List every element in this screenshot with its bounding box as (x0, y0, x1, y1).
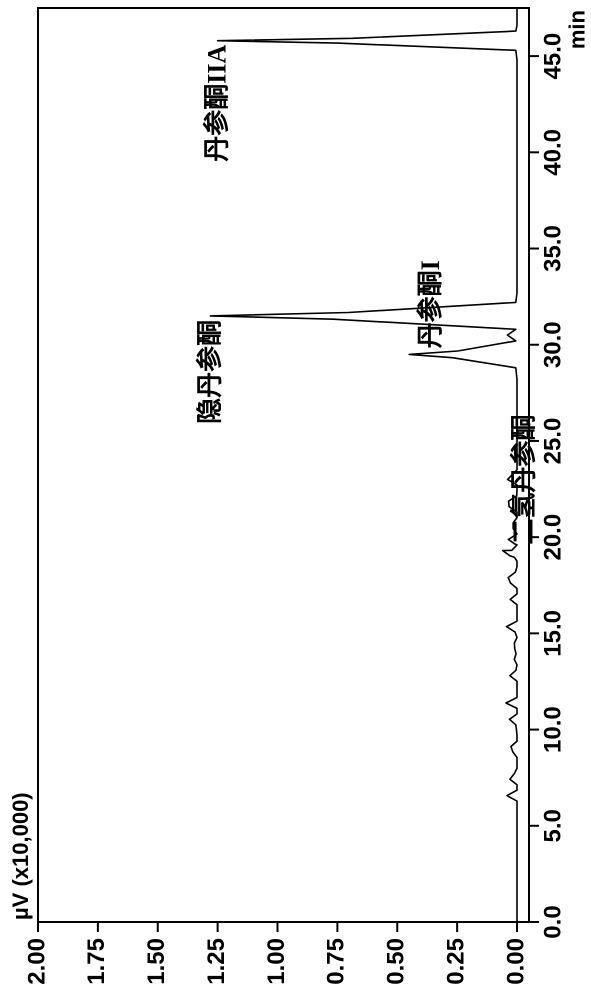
svg-text:1.25: 1.25 (203, 938, 230, 985)
chart-svg: 2.00 1.75 1.50 1.25 1.00 0.75 0.50 0.25 0.00 µV (… (0, 0, 591, 1000)
svg-text:1.50: 1.50 (143, 938, 170, 985)
svg-text:丹参酮I: 丹参酮I (415, 260, 445, 348)
svg-text:20.0: 20.0 (540, 514, 567, 561)
svg-text:25.0: 25.0 (540, 418, 567, 465)
svg-text:隐丹参酮: 隐丹参酮 (194, 320, 224, 424)
svg-text:0.50: 0.50 (383, 938, 410, 985)
svg-text:5.0: 5.0 (540, 809, 567, 842)
svg-text:45.0: 45.0 (540, 33, 567, 80)
svg-text:15.0: 15.0 (540, 610, 567, 657)
chromatogram-chart: 2.00 1.75 1.50 1.25 1.00 0.75 0.50 0.25 0.00 µV (… (0, 0, 591, 1000)
svg-text:1.00: 1.00 (263, 938, 290, 985)
svg-text:0.00: 0.00 (502, 938, 529, 985)
svg-text:二氢丹参酮: 二氢丹参酮 (509, 415, 539, 545)
svg-text:min: min (565, 10, 590, 49)
svg-text:2.00: 2.00 (23, 938, 50, 985)
svg-text:µV (x10,000): µV (x10,000) (8, 792, 33, 920)
svg-text:0.25: 0.25 (442, 938, 469, 985)
svg-text:0.0: 0.0 (540, 905, 567, 938)
svg-text:30.0: 30.0 (540, 321, 567, 368)
svg-text:40.0: 40.0 (540, 129, 567, 176)
svg-text:0.75: 0.75 (323, 938, 350, 985)
svg-text:1.75: 1.75 (83, 938, 110, 985)
svg-text:35.0: 35.0 (540, 225, 567, 272)
svg-text:10.0: 10.0 (540, 706, 567, 753)
svg-text:丹参酮IIA: 丹参酮IIA (202, 44, 232, 161)
